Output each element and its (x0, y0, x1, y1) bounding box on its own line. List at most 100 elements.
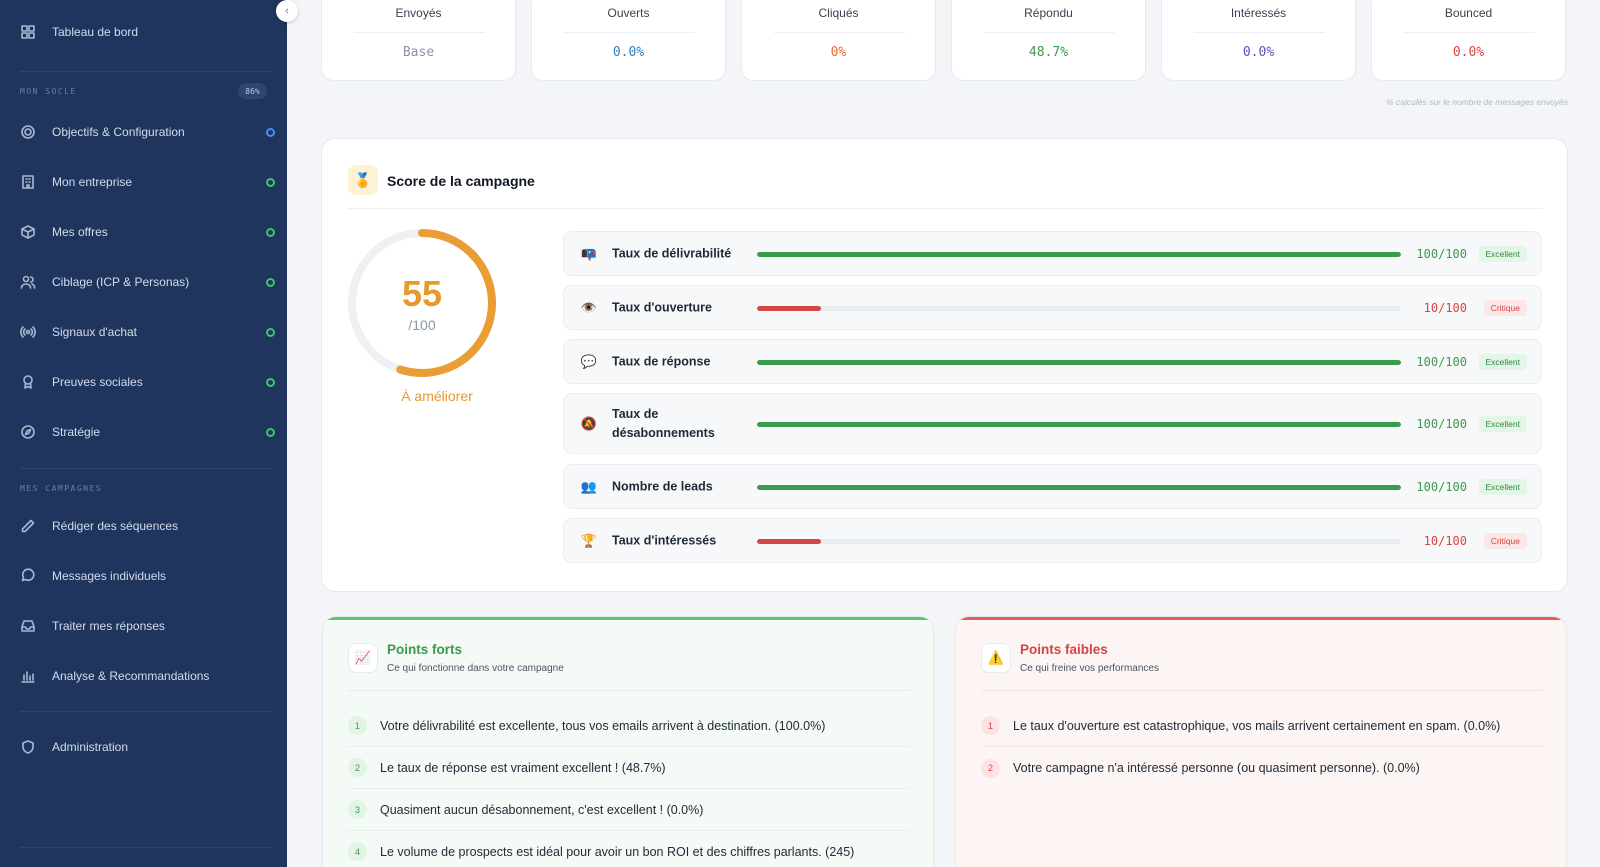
status-dot (266, 427, 275, 437)
campaign-score-card: 🏅 Score de la campagne 55 /100 À amélior… (321, 138, 1568, 592)
sidebar-item-social-proof[interactable]: Preuves sociales (0, 364, 287, 400)
stat-value: 48.7% (1028, 45, 1069, 60)
metric-label: Taux d'intéressés (612, 533, 717, 547)
list-item: 2 Votre campagne n'a intéressé personne … (981, 747, 1543, 789)
sidebar-item-dashboard[interactable]: Tableau de bord (0, 14, 287, 50)
item-number: 2 (981, 758, 1000, 778)
strengths-subtitle: Ce qui fonctionne dans votre campagne (387, 663, 564, 674)
metric-score: 10/100 (1423, 533, 1467, 548)
score-value: 55 (401, 273, 443, 314)
stat-card-bounced: Bounced 0.0% (1371, 0, 1566, 81)
sidebar-item-label: Administration (52, 740, 129, 754)
completion-badge: 86% (238, 83, 267, 99)
stat-value: 0.0% (1242, 45, 1275, 60)
sidebar-divider (20, 71, 272, 72)
stat-card-clicked: Cliqués 0% (741, 0, 936, 81)
sidebar-item-label: Ciblage (ICP & Personas) (52, 275, 190, 289)
list-item-text: Le taux de réponse est vraiment excellen… (380, 760, 666, 775)
list-item-text: Le volume de prospects est idéal pour av… (380, 844, 855, 859)
stat-label: Bounced (1444, 6, 1493, 20)
weaknesses-title: Points faibles (1020, 642, 1108, 657)
sidebar-divider (20, 468, 272, 469)
metric-leads-count: 👥 Nombre de leads 100/100 Excellent (563, 464, 1542, 509)
sidebar-item-label: Stratégie (52, 425, 101, 439)
metric-label: Nombre de leads (612, 479, 713, 493)
sidebar-item-objectives[interactable]: Objectifs & Configuration (0, 114, 287, 150)
award-icon (20, 374, 36, 390)
sidebar-item-targeting[interactable]: Ciblage (ICP & Personas) (0, 264, 287, 300)
metric-label: Taux de désabonnements (612, 406, 715, 440)
section-label-socle: MON SOCLE (20, 87, 77, 96)
metric-badge: Excellent (1478, 415, 1527, 432)
building-icon (20, 174, 36, 190)
strengths-title: Points forts (387, 642, 463, 657)
strengths-panel: 📈 Points forts Ce qui fonctionne dans vo… (322, 616, 934, 867)
chevron-left-icon: ‹ (285, 5, 289, 17)
weaknesses-panel: ⚠️ Points faibles Ce qui freine vos perf… (955, 616, 1567, 867)
chart-up-icon: 📈 (348, 643, 378, 673)
metric-reply-rate: 💬 Taux de réponse 100/100 Excellent (563, 339, 1542, 384)
sidebar-item-label: Analyse & Recommandations (52, 669, 210, 683)
stat-value: 0.0% (1452, 45, 1485, 60)
list-item: 2 Le taux de réponse est vraiment excell… (348, 747, 910, 789)
metric-badge: Critique (1483, 532, 1527, 549)
list-item: 3 Quasiment aucun désabonnement, c'est e… (348, 789, 910, 831)
sidebar-item-admin[interactable]: Administration (0, 729, 287, 765)
shield-icon (20, 739, 36, 755)
sidebar-item-replies[interactable]: Traiter mes réponses (0, 608, 287, 644)
mailbox-icon: 📭 (580, 245, 598, 261)
metric-progress-bar (757, 359, 1401, 365)
sidebar-item-label: Objectifs & Configuration (52, 125, 185, 139)
stat-label: Intéressés (1230, 6, 1287, 20)
stat-value: 0% (830, 45, 847, 60)
sidebar-item-label: Preuves sociales (52, 375, 143, 389)
status-dot (266, 277, 275, 287)
sidebar-item-sequences[interactable]: Rédiger des séquences (0, 508, 287, 544)
eye-icon: 👁️ (580, 299, 598, 315)
stat-card-sent: Envoyés Base (321, 0, 516, 81)
stat-card-interested: Intéressés 0.0% (1161, 0, 1356, 81)
metric-score: 100/100 (1416, 354, 1467, 369)
metric-score: 100/100 (1416, 416, 1467, 431)
sidebar-item-label: Signaux d'achat (52, 325, 138, 339)
metric-progress-bar (757, 251, 1401, 257)
stat-card-opened: Ouverts 0.0% (531, 0, 726, 81)
list-item-text: Votre délivrabilité est excellente, tous… (380, 718, 826, 733)
sidebar-item-analysis[interactable]: Analyse & Recommandations (0, 658, 287, 694)
score-gauge (348, 229, 496, 377)
metric-badge: Critique (1483, 299, 1527, 316)
sidebar-item-messages[interactable]: Messages individuels (0, 558, 287, 594)
sidebar-item-company[interactable]: Mon entreprise (0, 164, 287, 200)
list-item: 4 Le volume de prospects est idéal pour … (348, 831, 910, 867)
metric-unsubscribe-rate: 🔕 Taux de désabonnements 100/100 Excelle… (563, 393, 1542, 454)
metric-label: Taux d'ouverture (612, 300, 712, 314)
metric-deliverability: 📭 Taux de délivrabilité 100/100 Excellen… (563, 231, 1542, 276)
signal-icon (20, 324, 36, 340)
chat-icon (20, 568, 36, 584)
trophy-icon: 🏆 (580, 532, 598, 548)
metric-score: 100/100 (1416, 479, 1467, 494)
metric-progress-bar (757, 538, 1401, 544)
sidebar-item-label: Messages individuels (52, 569, 167, 583)
item-number: 4 (348, 842, 367, 861)
stat-label: Répondu (1024, 6, 1073, 20)
status-dot (266, 177, 275, 187)
item-number: 1 (348, 716, 367, 735)
stat-card-replied: Répondu 48.7% (951, 0, 1146, 81)
score-title: Score de la campagne (387, 173, 535, 189)
stat-label: Envoyés (395, 6, 442, 20)
sidebar-item-offers[interactable]: Mes offres (0, 214, 287, 250)
target-icon (20, 124, 36, 140)
sidebar-item-signals[interactable]: Signaux d'achat (0, 314, 287, 350)
medal-icon: 🏅 (348, 165, 378, 195)
compass-icon (20, 424, 36, 440)
metric-badge: Excellent (1478, 353, 1527, 370)
list-item: 1 Votre délivrabilité est excellente, to… (348, 705, 910, 747)
collapse-sidebar-button[interactable]: ‹ (276, 0, 298, 22)
sidebar-item-label: Rédiger des séquences (52, 519, 179, 533)
grid-icon (20, 24, 36, 40)
metric-progress-bar (757, 421, 1401, 427)
sidebar-item-strategy[interactable]: Stratégie (0, 414, 287, 450)
metric-score: 10/100 (1423, 300, 1467, 315)
list-item-text: Votre campagne n'a intéressé personne (o… (1013, 761, 1420, 775)
